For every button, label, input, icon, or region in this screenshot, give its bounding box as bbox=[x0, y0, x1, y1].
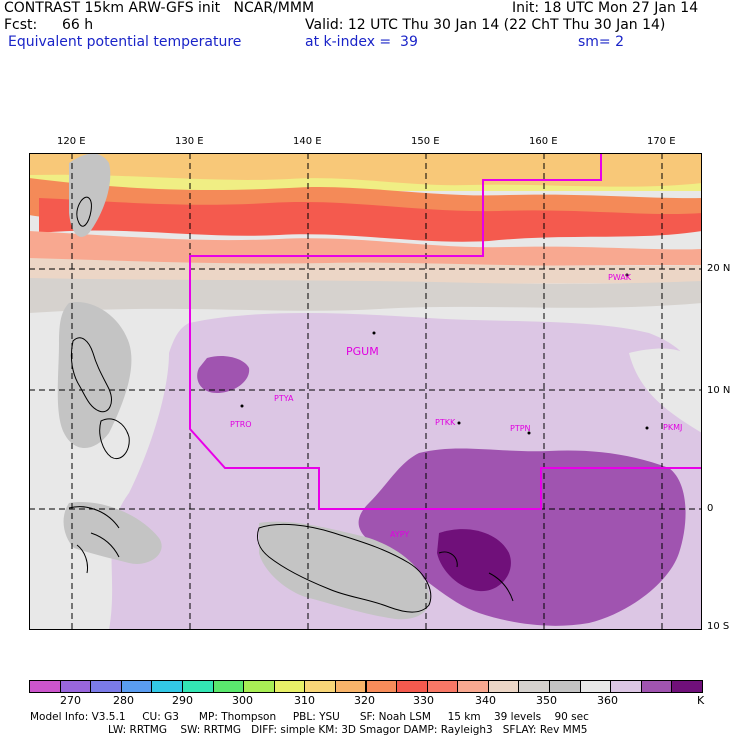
colorbar-swatch bbox=[640, 680, 673, 693]
colorbar-swatch bbox=[90, 680, 122, 693]
coast-mindanao bbox=[99, 418, 130, 459]
colorbar-label-300: 300 bbox=[232, 694, 253, 707]
colorbar-swatch bbox=[212, 680, 245, 693]
lat-lon-grid bbox=[29, 153, 702, 630]
band-red bbox=[39, 198, 702, 242]
colorbar-swatch bbox=[273, 680, 306, 693]
station-label-pgum: PGUM bbox=[346, 345, 379, 358]
domain-boundary bbox=[189, 153, 702, 510]
colorbar-label-320: 320 bbox=[354, 694, 375, 707]
colorbar-swatch bbox=[549, 680, 581, 693]
station-label-ptya: PTYA bbox=[274, 394, 294, 403]
station-label-pwak: PWAK bbox=[608, 273, 632, 282]
lon-label-160e: 160 E bbox=[529, 136, 558, 147]
colorbar-swatch bbox=[671, 680, 703, 693]
level-info: at k-index = 39 bbox=[305, 34, 418, 50]
smoothing-info: sm= 2 bbox=[578, 34, 625, 50]
colorbar-swatch bbox=[457, 680, 489, 693]
valid-time: Valid: 12 UTC Thu 30 Jan 14 (22 ChT Thu … bbox=[305, 17, 666, 33]
colorbar-swatch bbox=[579, 680, 612, 693]
colorbar-swatch bbox=[334, 680, 367, 693]
land-sulawesi bbox=[63, 502, 162, 564]
coast-solomons bbox=[438, 551, 514, 602]
colorbar-swatch bbox=[151, 680, 183, 693]
colorbar-swatch bbox=[365, 680, 398, 693]
colorbar-swatch bbox=[59, 680, 92, 693]
coast-new-guinea bbox=[256, 523, 432, 613]
field-name: Equivalent potential temperature bbox=[8, 34, 242, 50]
land-new-guinea bbox=[259, 521, 430, 620]
forecast-label: Fcst: bbox=[4, 17, 38, 33]
model-title: CONTRAST 15km ARW-GFS init NCAR/MMM bbox=[4, 0, 315, 16]
colorbar-swatch bbox=[426, 680, 459, 693]
lon-label-170e: 170 E bbox=[647, 136, 676, 147]
colorbar-swatch bbox=[304, 680, 336, 693]
station-dots bbox=[240, 273, 649, 435]
deep-purple-core bbox=[437, 529, 511, 592]
lon-label-130e: 130 E bbox=[175, 136, 204, 147]
model-info-line1: Model Info: V3.5.1 CU: G3 MP: Thompson P… bbox=[30, 711, 589, 723]
lat-label-20n: 20 N bbox=[707, 263, 731, 274]
colorbar-label-360: 360 bbox=[597, 694, 618, 707]
lon-label-120e: 120 E bbox=[57, 136, 86, 147]
land-taiwan bbox=[69, 153, 111, 237]
lat-label-10n: 10 N bbox=[707, 385, 731, 396]
band-grey bbox=[29, 278, 702, 313]
coast-sulawesi bbox=[68, 506, 120, 574]
purple-patch-west bbox=[197, 356, 250, 393]
lon-label-150e: 150 E bbox=[411, 136, 440, 147]
colorbar-swatch bbox=[518, 680, 551, 693]
station-label-ptkk: PTKK bbox=[435, 418, 456, 427]
coast-taiwan bbox=[76, 196, 92, 227]
colorbar-swatch bbox=[396, 680, 428, 693]
init-time: Init: 18 UTC Mon 27 Jan 14 bbox=[512, 0, 699, 16]
coast-luzon bbox=[70, 337, 112, 413]
lon-label-140e: 140 E bbox=[293, 136, 322, 147]
station-label-aypy: AYPY bbox=[390, 530, 410, 539]
lat-label-10s: 10 S bbox=[707, 621, 730, 632]
colorbar-swatch bbox=[181, 680, 214, 693]
station-label-ptpn: PTPN bbox=[510, 424, 531, 433]
colorbar-swatch bbox=[610, 680, 642, 693]
light-patch-east bbox=[629, 348, 702, 433]
colorbar-label-290: 290 bbox=[172, 694, 193, 707]
colorbar-label-330: 330 bbox=[413, 694, 434, 707]
forecast-hour: 66 h bbox=[62, 17, 94, 33]
theta-e-map bbox=[29, 153, 702, 630]
band-salmon bbox=[29, 231, 702, 268]
colorbar-swatch bbox=[29, 680, 61, 693]
model-info-line2: LW: RRTMG SW: RRTMG DIFF: simple KM: 3D … bbox=[108, 724, 588, 736]
colorbar-label-340: 340 bbox=[475, 694, 496, 707]
map-frame bbox=[29, 153, 702, 630]
station-label-pkmj: PKMJ bbox=[663, 423, 683, 432]
band-peach bbox=[29, 258, 702, 285]
colorbar-swatch bbox=[487, 680, 520, 693]
purple-region bbox=[358, 448, 686, 626]
band-light-orange bbox=[29, 153, 702, 187]
colorbar-label-270: 270 bbox=[60, 694, 81, 707]
colorbar-swatch bbox=[243, 680, 275, 693]
colorbar-unit: K bbox=[697, 694, 705, 707]
colorbar-swatch bbox=[120, 680, 153, 693]
station-label-ptro: PTRO bbox=[230, 420, 252, 429]
colorbar-label-350: 350 bbox=[536, 694, 557, 707]
colorbar-label-310: 310 bbox=[294, 694, 315, 707]
lat-label-eq: 0 bbox=[707, 503, 714, 514]
colorbar-label-280: 280 bbox=[113, 694, 134, 707]
